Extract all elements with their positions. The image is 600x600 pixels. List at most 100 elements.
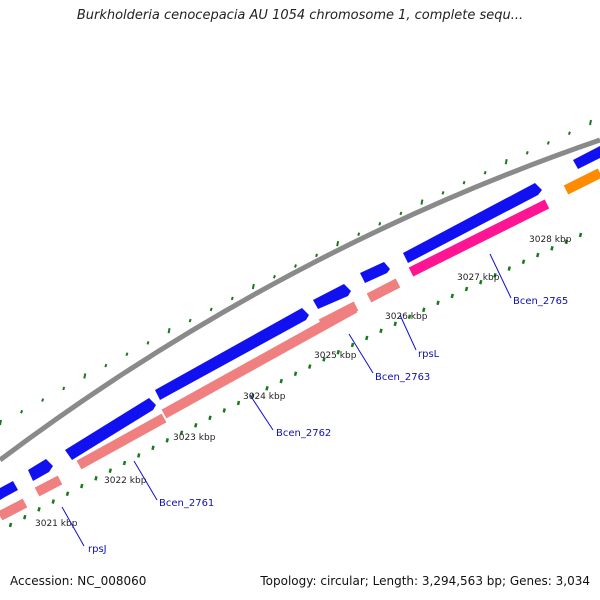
- gc-content-mark: [336, 241, 340, 247]
- gc-content-mark: [567, 131, 571, 135]
- kbp-tick-mark: [308, 364, 312, 369]
- kbp-tick-mark: [550, 246, 554, 251]
- forward-gene-arrow: [313, 284, 351, 309]
- kbp-tick-mark: [236, 400, 241, 406]
- kbp-tick-mark: [507, 266, 511, 271]
- gc-content-mark: [294, 264, 297, 268]
- forward-gene-arrow: [403, 183, 542, 263]
- kbp-tick-mark: [65, 491, 70, 497]
- gc-content-mark: [167, 327, 171, 334]
- kbp-tick-mark: [578, 232, 583, 238]
- gc-content-mark: [62, 386, 66, 391]
- gene-label-bcen-2762[interactable]: Bcen_2762: [276, 428, 331, 439]
- kbp-tick-mark: [251, 393, 255, 398]
- tick-label: 3025 kbp: [314, 351, 357, 361]
- rrna-feature: [366, 278, 401, 303]
- kbp-tick-mark: [37, 507, 41, 512]
- inner-features: [0, 168, 600, 521]
- gc-content-mark: [20, 409, 24, 414]
- rrna-feature: [0, 498, 28, 521]
- forward-gene-arrow: [360, 262, 390, 283]
- gc-content-track: [0, 119, 592, 426]
- gc-content-mark: [188, 318, 192, 323]
- tick-label: 3027 kbp: [457, 273, 500, 283]
- forward-gene-arrow: [65, 398, 156, 460]
- gc-content-mark: [462, 180, 466, 185]
- tick-label: 3022 kbp: [104, 476, 147, 486]
- kbp-tick-mark: [464, 286, 469, 292]
- kbp-tick-mark: [450, 293, 454, 299]
- gene-label-bcen-2763[interactable]: Bcen_2763: [375, 372, 430, 383]
- kbp-ticks: [8, 232, 583, 528]
- gc-content-mark: [209, 307, 213, 312]
- kbp-tick-mark: [407, 314, 412, 320]
- gc-content-mark: [41, 398, 45, 402]
- kbp-tick-mark: [479, 279, 483, 285]
- kbp-tick-mark: [80, 483, 84, 489]
- forward-gene-arrow: [573, 146, 600, 169]
- gc-content-mark: [104, 363, 108, 368]
- backbone-ring: [0, 137, 600, 463]
- gene-labels: rpsJ Bcen_2761 Bcen_2762 Bcen_2763 rpsL …: [88, 296, 568, 555]
- rrna-feature: [318, 301, 359, 329]
- gc-content-mark: [251, 283, 255, 290]
- kbp-tick-mark: [293, 371, 298, 377]
- gc-content-mark: [146, 341, 150, 345]
- accession-text: Accession: NC_008060: [10, 574, 147, 588]
- forward-genes: [0, 146, 600, 500]
- kbp-tick-mark: [108, 468, 112, 473]
- kbp-tick-mark: [322, 357, 326, 362]
- gene-label-bcen-2761[interactable]: Bcen_2761: [159, 498, 214, 509]
- kbp-tick-mark: [436, 300, 440, 306]
- gc-content-mark: [357, 232, 361, 237]
- gene-label-rpsL[interactable]: rpsL: [418, 349, 440, 360]
- forward-gene-arrow: [155, 308, 309, 400]
- gc-content-mark: [525, 150, 529, 155]
- trna-feature: [408, 199, 550, 277]
- gc-content-mark: [125, 352, 129, 356]
- kbp-tick-mark: [23, 514, 27, 520]
- tick-label: 3021 kbp: [35, 519, 78, 529]
- gc-content-mark: [315, 253, 319, 258]
- gene-label-bcen-2765[interactable]: Bcen_2765: [513, 296, 568, 307]
- tick-label: 3024 kbp: [243, 392, 286, 402]
- gc-content-mark: [0, 419, 2, 426]
- gc-content-mark: [504, 158, 508, 165]
- kbp-tick-mark: [151, 445, 155, 451]
- gc-content-mark: [483, 170, 487, 175]
- kbp-tick-mark: [379, 328, 383, 334]
- kbp-tick-mark: [137, 453, 141, 458]
- kbp-tick-mark: [536, 252, 540, 258]
- kbp-tick-mark: [564, 239, 568, 244]
- tick-label: 3026 kbp: [385, 312, 428, 322]
- kbp-tick-mark: [521, 259, 526, 265]
- tick-label: 3028 kbp: [529, 235, 572, 245]
- kbp-tick-mark: [94, 476, 98, 481]
- genome-summary-text: Topology: circular; Length: 3,294,563 bp…: [260, 574, 590, 588]
- gc-content-mark: [230, 296, 234, 301]
- kbp-tick-mark: [279, 378, 283, 384]
- gc-content-mark: [589, 119, 592, 126]
- kbp-tick-mark: [493, 273, 497, 278]
- kbp-tick-mark: [336, 349, 340, 355]
- tick-label: 3023 kbp: [173, 433, 216, 443]
- gc-content-mark: [83, 373, 87, 379]
- gene-label-rpsJ[interactable]: rpsJ: [88, 544, 107, 555]
- kbp-tick-mark: [422, 307, 426, 313]
- kbp-tick-mark: [208, 415, 212, 421]
- kbp-tick-mark: [194, 422, 198, 428]
- map-title: Burkholderia cenocepacia AU 1054 chromos…: [76, 8, 524, 23]
- kbp-tick-mark: [122, 460, 127, 466]
- gc-content-mark: [378, 221, 382, 226]
- gc-content-mark: [546, 141, 550, 145]
- forward-gene-arrow: [28, 459, 53, 481]
- kbp-tick-mark: [51, 499, 55, 504]
- kbp-tick-mark: [222, 408, 226, 413]
- kbp-tick-mark: [179, 430, 184, 436]
- rrna-feature: [34, 475, 63, 497]
- kbp-tick-mark: [365, 335, 369, 341]
- rrna-feature: [76, 413, 167, 470]
- gc-content-mark: [441, 191, 445, 195]
- forward-gene-arrow: [0, 481, 18, 500]
